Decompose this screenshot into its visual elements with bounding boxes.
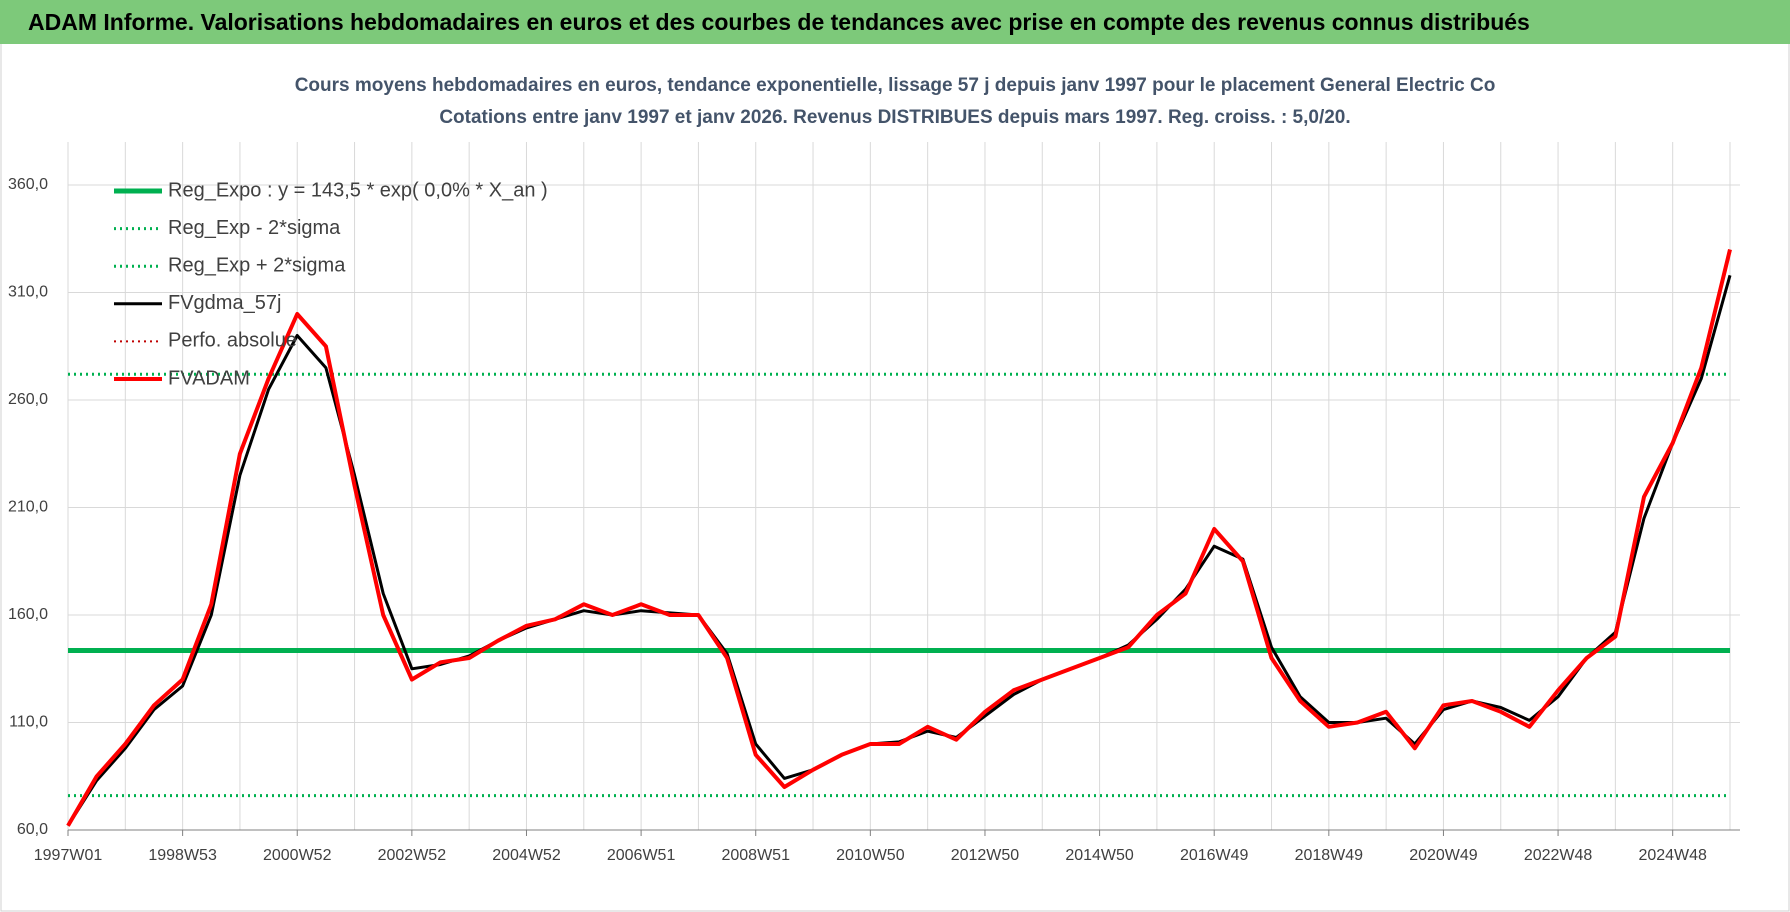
x-tick-label: 2014W50 [1065,847,1134,864]
legend-label: Perfo. absolue [168,330,297,352]
legend-label: Reg_Expo : y = 143,5 * exp( 0,0% * X_an … [168,179,548,201]
x-tick-label: 2022W48 [1524,847,1593,864]
y-tick-label: 210,0 [8,499,48,516]
page-title: ADAM Informe. Valorisations hebdomadaire… [28,9,1530,35]
chart-title: Cours moyens hebdomadaires en euros, ten… [295,75,1496,96]
x-tick-label: 2004W52 [492,847,561,864]
x-tick-label: 2020W49 [1409,847,1478,864]
x-tick-label: 1998W53 [148,847,217,864]
x-tick-label: 2002W52 [378,847,447,864]
series-line [66,249,1732,827]
y-tick-label: 110,0 [9,714,48,731]
legend-label: FVADAM [168,367,250,389]
x-tick-label: 2024W48 [1638,847,1707,864]
x-tick-label: 2016W49 [1180,847,1249,864]
chart-subtitle: Cotations entre janv 1997 et janv 2026. … [439,107,1350,128]
x-tick-label: 2018W49 [1295,847,1364,864]
y-tick-label: 60,0 [17,821,48,838]
y-tick-label: 310,0 [8,284,48,301]
y-tick-label: 160,0 [8,606,48,623]
y-tick-label: 360,0 [8,176,48,193]
x-tick-label: 2010W50 [836,847,905,864]
x-tick-label: 1997W01 [34,847,103,864]
header-bar [0,0,1790,44]
x-tick-label: 2000W52 [263,847,332,864]
legend-label: Reg_Exp - 2*sigma [168,217,341,239]
y-tick-label: 260,0 [8,391,48,408]
legend-label: FVgdma_57j [168,292,281,314]
legend-label: Reg_Exp + 2*sigma [168,254,346,276]
x-tick-label: 2012W50 [951,847,1020,864]
x-tick-label: 2006W51 [607,847,676,864]
x-tick-label: 2008W51 [721,847,790,864]
